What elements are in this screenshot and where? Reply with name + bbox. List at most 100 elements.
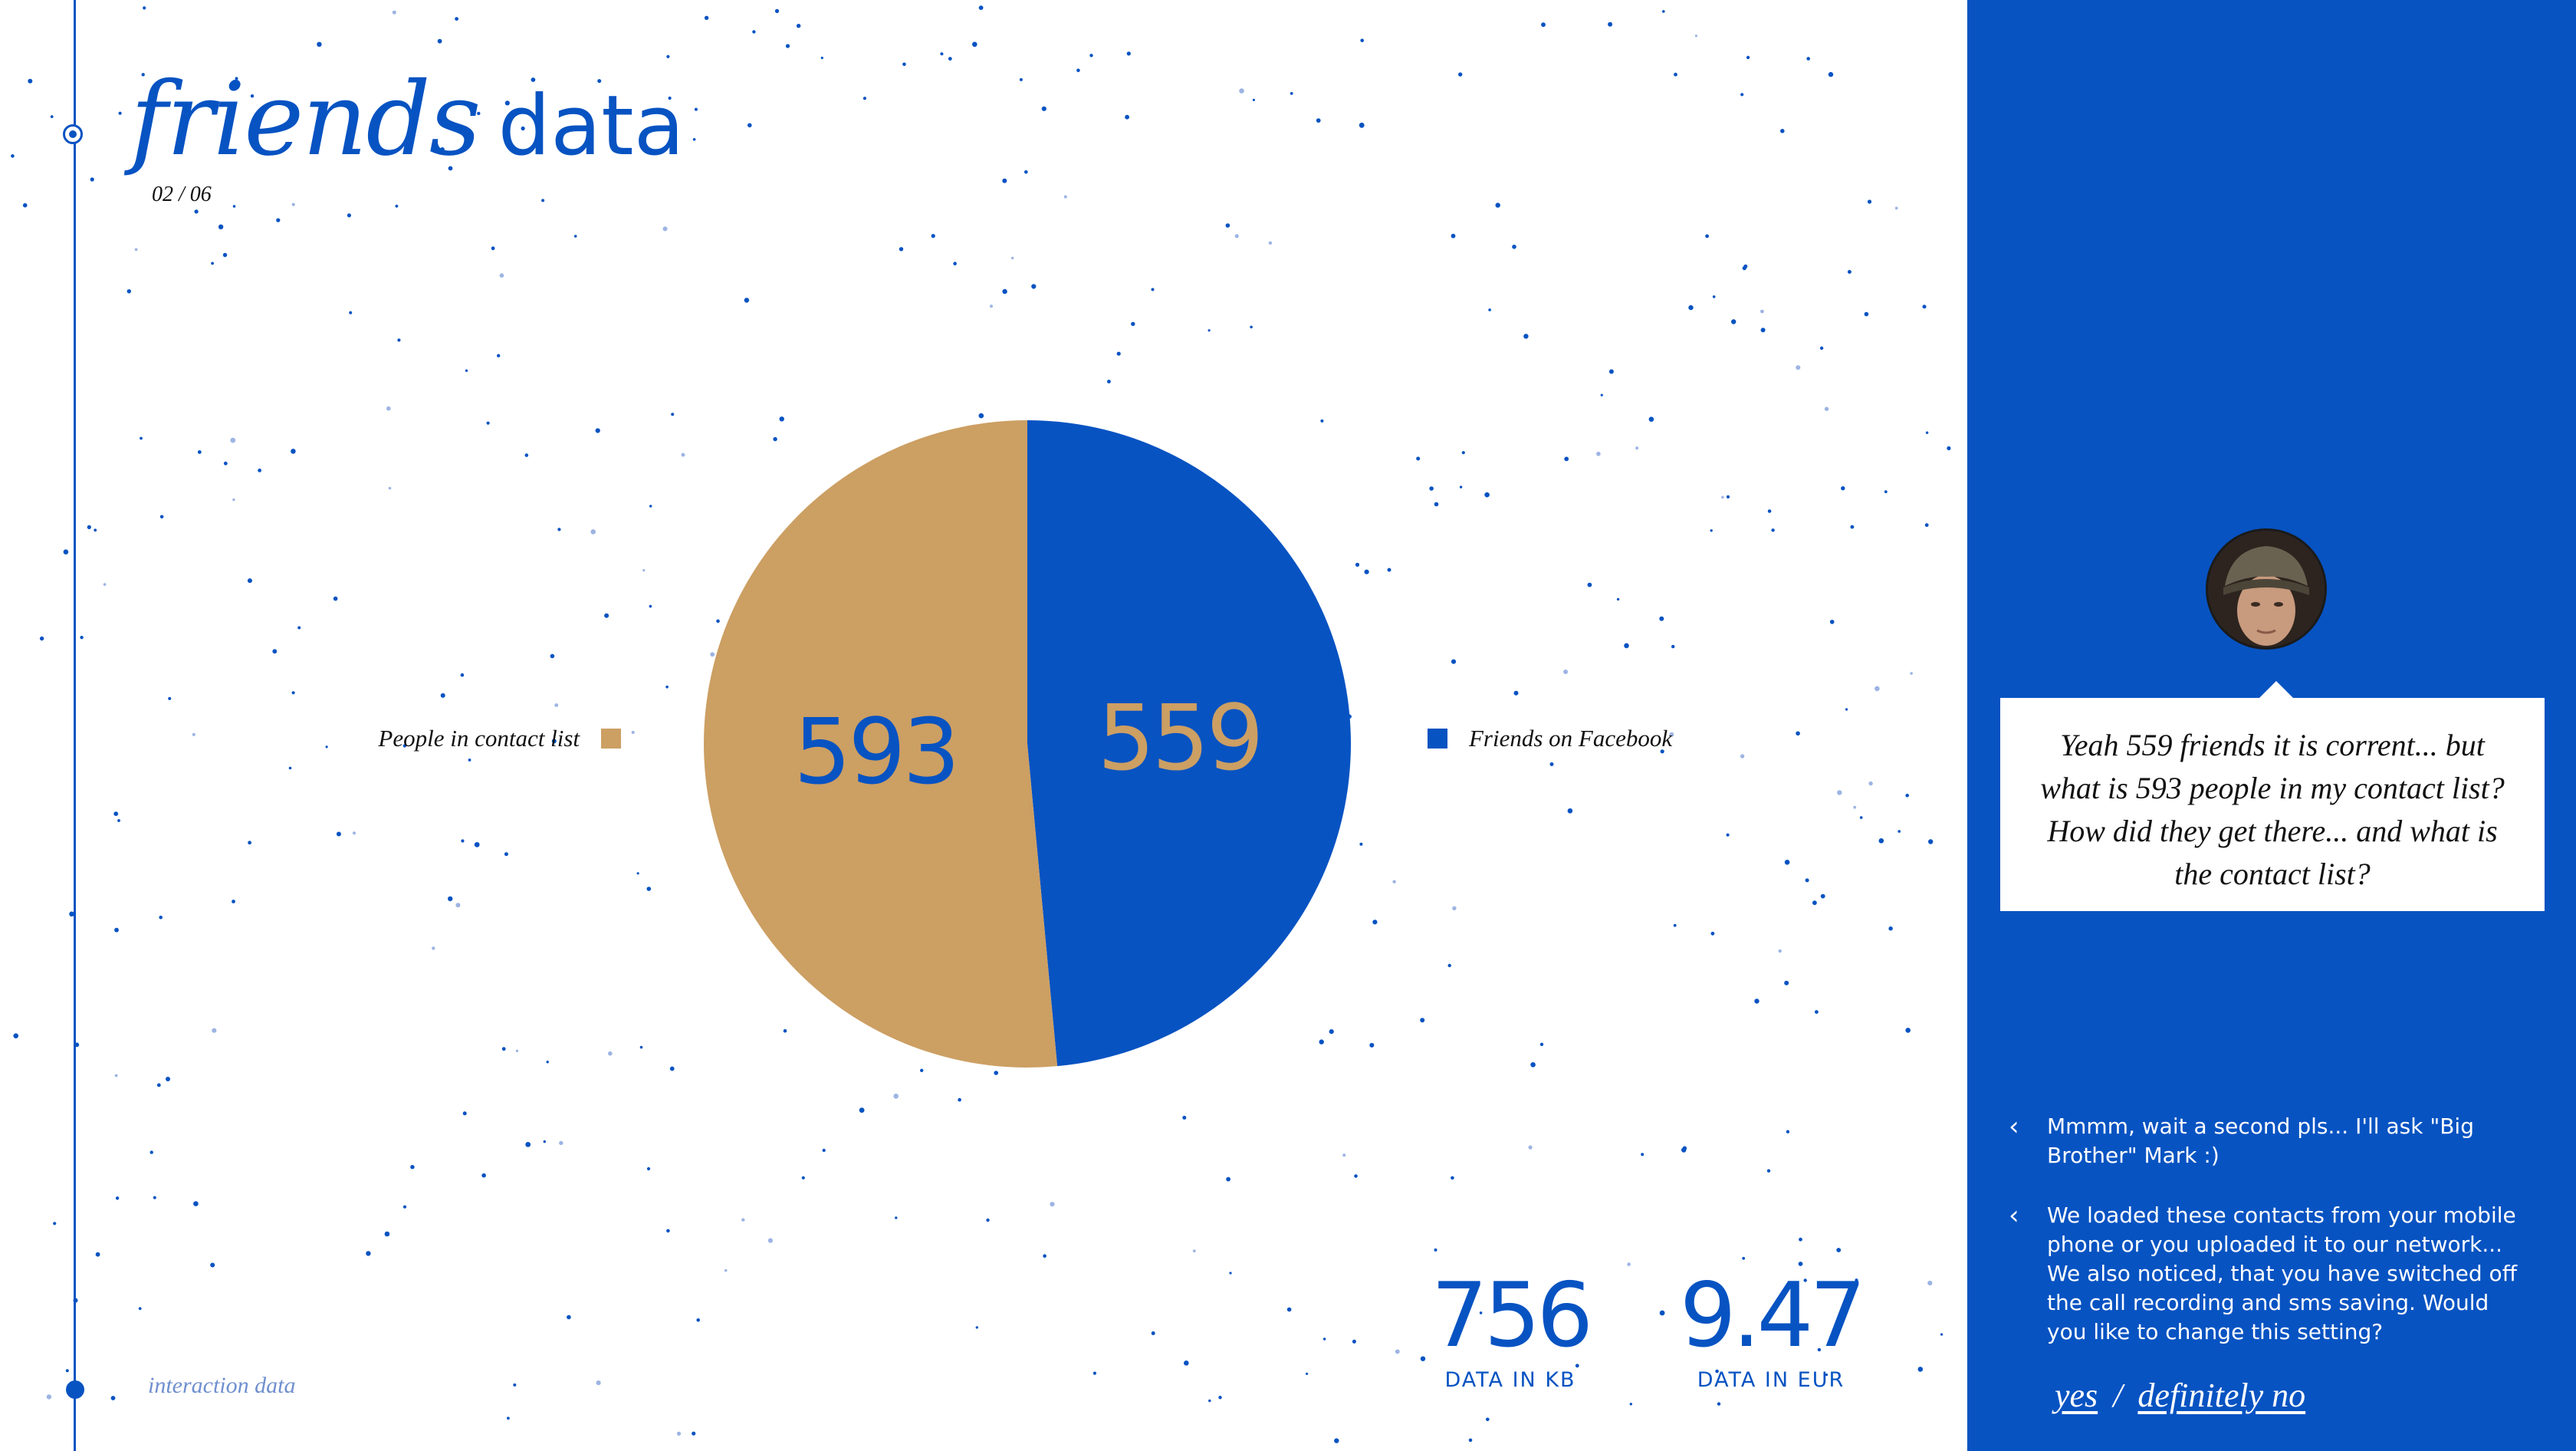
background-dot	[437, 38, 442, 44]
background-dot	[384, 1231, 390, 1237]
legend-label-contact-list: People in contact list	[378, 725, 580, 752]
background-dot	[461, 839, 465, 843]
background-dot	[1624, 643, 1629, 649]
timeline-node-active[interactable]	[63, 124, 83, 144]
legend-contact-list: People in contact list	[378, 725, 621, 752]
background-dot	[1864, 311, 1869, 317]
pie-value-label: 559	[1097, 685, 1260, 791]
background-dot	[230, 437, 236, 443]
yes-link[interactable]: yes	[2055, 1377, 2098, 1414]
background-dot	[1252, 98, 1255, 101]
background-dot	[1924, 523, 1929, 528]
background-dot	[590, 529, 596, 535]
background-dot	[1468, 1438, 1473, 1443]
background-dot	[1648, 416, 1654, 422]
background-dot	[1927, 1280, 1933, 1286]
background-dot	[1352, 1339, 1356, 1344]
background-dot	[1002, 178, 1007, 183]
background-dot	[150, 1150, 153, 1154]
background-dot	[994, 1071, 998, 1075]
background-dot	[1829, 620, 1835, 624]
background-dot	[550, 653, 555, 659]
background-dot	[1815, 1010, 1819, 1014]
background-dot	[232, 205, 236, 208]
background-dot	[554, 703, 559, 707]
background-dot	[272, 649, 278, 654]
avatar	[2206, 528, 2327, 650]
background-dot	[1754, 999, 1760, 1004]
background-dot	[543, 1140, 546, 1143]
definitely-no-link[interactable]: definitely no	[2137, 1377, 2306, 1414]
timeline-node[interactable]	[66, 1380, 84, 1399]
background-dot	[1587, 582, 1592, 587]
background-dot	[1452, 906, 1457, 911]
background-dot	[696, 1318, 700, 1322]
stat-value: 756	[1431, 1264, 1593, 1367]
background-dot	[573, 235, 577, 238]
background-dot	[1812, 900, 1817, 906]
background-dot	[1627, 1262, 1631, 1266]
background-dot	[716, 619, 720, 624]
background-dot	[1322, 1337, 1326, 1341]
background-dot	[1342, 1153, 1346, 1157]
background-dot	[247, 578, 252, 584]
background-dot	[218, 224, 224, 229]
reply-option-2[interactable]: ‹ We loaded these contacts from your mob…	[2009, 1201, 2530, 1347]
background-dot	[541, 199, 545, 202]
background-dot	[1458, 72, 1463, 77]
background-dot	[1043, 1254, 1046, 1258]
background-dot	[192, 732, 196, 736]
background-dot	[87, 525, 91, 530]
background-dot	[1218, 1396, 1222, 1400]
background-dot	[1837, 790, 1842, 795]
reply-option-1[interactable]: ‹ Mmmm, wait a second pls... I'll ask "B…	[2009, 1112, 2530, 1170]
background-dot	[1778, 949, 1782, 953]
background-dot	[1742, 1256, 1746, 1260]
background-dot	[347, 213, 351, 218]
answer-separator: /	[2113, 1377, 2123, 1414]
background-dot	[1767, 509, 1772, 513]
background-dot	[639, 1045, 643, 1049]
speech-bubble: Yeah 559 friends it is corrent... but wh…	[2000, 681, 2545, 911]
background-dot	[724, 1268, 728, 1272]
background-dot	[948, 57, 952, 61]
background-dot	[443, 105, 449, 110]
background-dot	[1705, 234, 1710, 239]
background-dot	[567, 1314, 571, 1320]
background-dot	[1360, 38, 1364, 43]
background-dot	[1878, 838, 1884, 844]
background-dot	[820, 56, 823, 60]
background-dot	[39, 636, 44, 641]
background-dot	[694, 107, 698, 111]
background-dot	[669, 1066, 675, 1071]
background-dot	[1682, 1146, 1687, 1150]
background-dot	[212, 1028, 217, 1033]
background-dot	[972, 41, 978, 48]
background-dot	[1564, 456, 1569, 462]
background-dot	[1208, 329, 1211, 332]
background-dot	[486, 421, 490, 425]
background-dot	[63, 549, 69, 554]
background-dot	[1354, 1174, 1358, 1178]
background-dot	[649, 604, 652, 608]
background-dot	[899, 247, 904, 252]
background-dot	[1853, 805, 1857, 809]
background-dot	[1917, 1367, 1924, 1372]
background-dot	[291, 449, 296, 454]
background-dot	[110, 1396, 116, 1400]
background-dot	[53, 1222, 57, 1226]
background-dot	[46, 1394, 52, 1400]
background-dot	[1125, 114, 1129, 120]
background-dot	[785, 44, 790, 48]
background-dot	[1092, 1371, 1096, 1375]
background-dot	[465, 369, 468, 372]
background-dot	[642, 569, 646, 572]
background-dot	[597, 79, 602, 84]
background-dot	[1803, 1278, 1807, 1282]
background-dot	[1845, 708, 1848, 711]
background-dot	[604, 613, 610, 618]
background-dot	[140, 436, 143, 440]
background-dot	[491, 246, 495, 251]
background-dot	[752, 30, 756, 34]
legend-swatch-facebook	[1428, 729, 1447, 749]
